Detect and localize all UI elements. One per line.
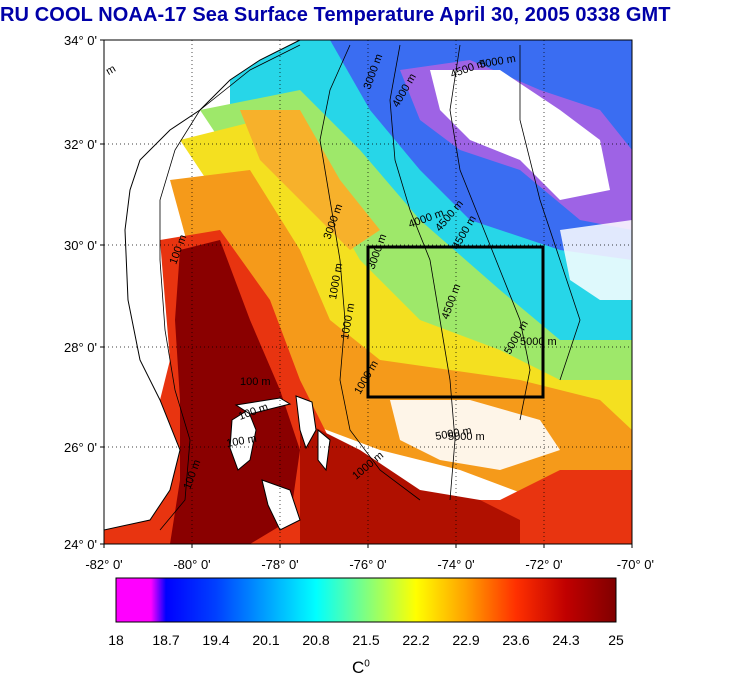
colorbar bbox=[115, 577, 617, 623]
colorbar-tick-label: 19.4 bbox=[202, 632, 230, 648]
longitude-label: -80° 0' bbox=[173, 557, 210, 572]
map-title: RU COOL NOAA-17 Sea Surface Temperature … bbox=[0, 4, 671, 26]
sst-region-yellow bbox=[180, 120, 632, 440]
cloud-gap-south bbox=[390, 400, 560, 470]
longitude-label: -76° 0' bbox=[349, 557, 386, 572]
study-area-box bbox=[366, 245, 545, 399]
longitude-label: -74° 0' bbox=[437, 557, 474, 572]
longitude-label: -70° 0' bbox=[617, 557, 654, 572]
colorbar-tick-label: 18.7 bbox=[152, 632, 180, 648]
latitude-label: 34° 0' bbox=[64, 33, 97, 48]
longitude-label: -72° 0' bbox=[525, 557, 562, 572]
colorbar-tick-label: 25 bbox=[608, 632, 624, 648]
contour-label: 100 m bbox=[240, 376, 271, 388]
graticule bbox=[104, 40, 632, 544]
colorbar-tick-label: 18 bbox=[108, 632, 124, 648]
colorbar-tick-label: 22.2 bbox=[402, 632, 430, 648]
colorbar-unit: C0 bbox=[352, 658, 370, 677]
sst-region-orange-north bbox=[240, 110, 380, 250]
colorbar-tick-label: 20.1 bbox=[252, 632, 280, 648]
island-grand-bahama bbox=[234, 397, 292, 415]
longitude-axis: -82° 0' -80° 0' -78° 0' -76° 0' -74° 0' -72° … bbox=[85, 544, 654, 572]
cloud-gap-north bbox=[430, 70, 610, 200]
contour-label: 100 m bbox=[225, 433, 257, 450]
island-south bbox=[261, 479, 301, 531]
cloud-gap-east bbox=[560, 220, 632, 300]
contour-label: 5000 m bbox=[520, 336, 557, 348]
island-eleuthera bbox=[317, 428, 331, 472]
colorbar-tick-label: 22.9 bbox=[452, 632, 480, 648]
colorbar-tick-label: 20.8 bbox=[302, 632, 330, 648]
colorbar-tick-label: 24.3 bbox=[552, 632, 580, 648]
land-mass bbox=[104, 40, 301, 531]
longitude-label: -78° 0' bbox=[261, 557, 298, 572]
latitude-label: 26° 0' bbox=[64, 440, 97, 455]
latitude-label: 30° 0' bbox=[64, 238, 97, 253]
sst-region-darkred bbox=[170, 240, 300, 544]
latitude-label: 24° 0' bbox=[64, 537, 97, 552]
island-abaco bbox=[295, 395, 317, 450]
latitude-axis: 34° 0' 32° 0' 30° 0' 28° 0' 26° 0' 24° 0' bbox=[64, 33, 104, 552]
bathymetry-contours bbox=[159, 44, 581, 531]
colorbar-tick-label: 23.6 bbox=[502, 632, 530, 648]
colorbar-tick-label: 21.5 bbox=[352, 632, 380, 648]
longitude-label: -82° 0' bbox=[85, 557, 122, 572]
contour-label: 5000 m bbox=[448, 431, 485, 443]
sst-region-darkred-band bbox=[300, 420, 520, 544]
latitude-label: 32° 0' bbox=[64, 137, 97, 152]
latitude-label: 28° 0' bbox=[64, 340, 97, 355]
